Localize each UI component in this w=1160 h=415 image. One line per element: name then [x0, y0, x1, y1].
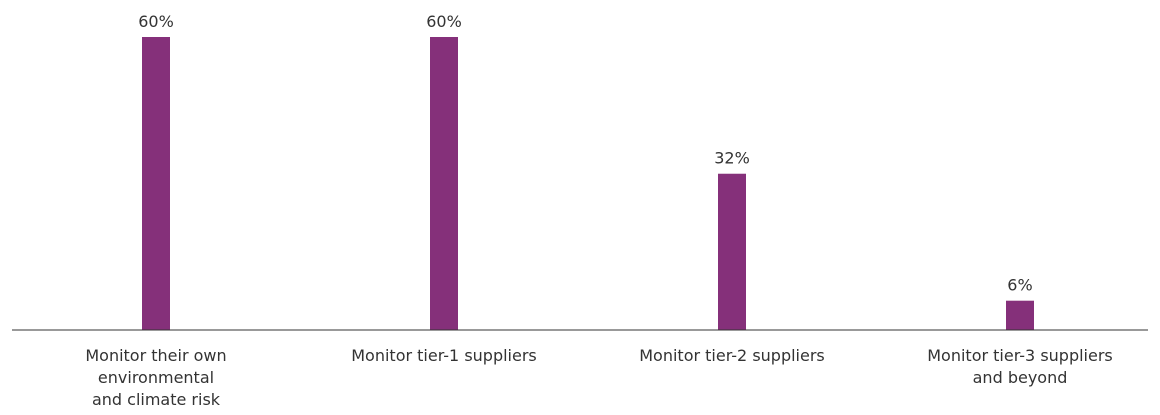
- category-label-line: environmental: [98, 368, 214, 387]
- value-label-1: 60%: [138, 12, 174, 31]
- bar-4: [1006, 300, 1034, 330]
- category-label-line: and climate risk: [92, 390, 221, 409]
- category-label-2: Monitor tier-1 suppliers: [351, 346, 537, 365]
- category-label-3: Monitor tier-2 suppliers: [639, 346, 825, 365]
- bars-layer: [142, 37, 1034, 330]
- category-label-line: Monitor their own: [85, 346, 226, 365]
- category-label-line: Monitor tier-3 suppliers: [927, 346, 1113, 365]
- value-label-3: 32%: [714, 149, 750, 168]
- category-label-4: Monitor tier-3 suppliers and beyond: [927, 346, 1113, 387]
- bar-2: [430, 37, 458, 330]
- category-labels-layer: Monitor their own environmental and climat…: [85, 346, 1112, 409]
- bar-3: [718, 173, 746, 330]
- value-label-4: 6%: [1007, 276, 1032, 295]
- category-label-line: Monitor tier-2 suppliers: [639, 346, 825, 365]
- category-label-line: and beyond: [973, 368, 1068, 387]
- bar-1: [142, 37, 170, 330]
- category-label-line: Monitor tier-1 suppliers: [351, 346, 537, 365]
- category-label-1: Monitor their own environmental and climat…: [85, 346, 226, 409]
- value-label-2: 60%: [426, 12, 462, 31]
- value-labels-layer: 60% 60% 32% 6%: [138, 12, 1032, 295]
